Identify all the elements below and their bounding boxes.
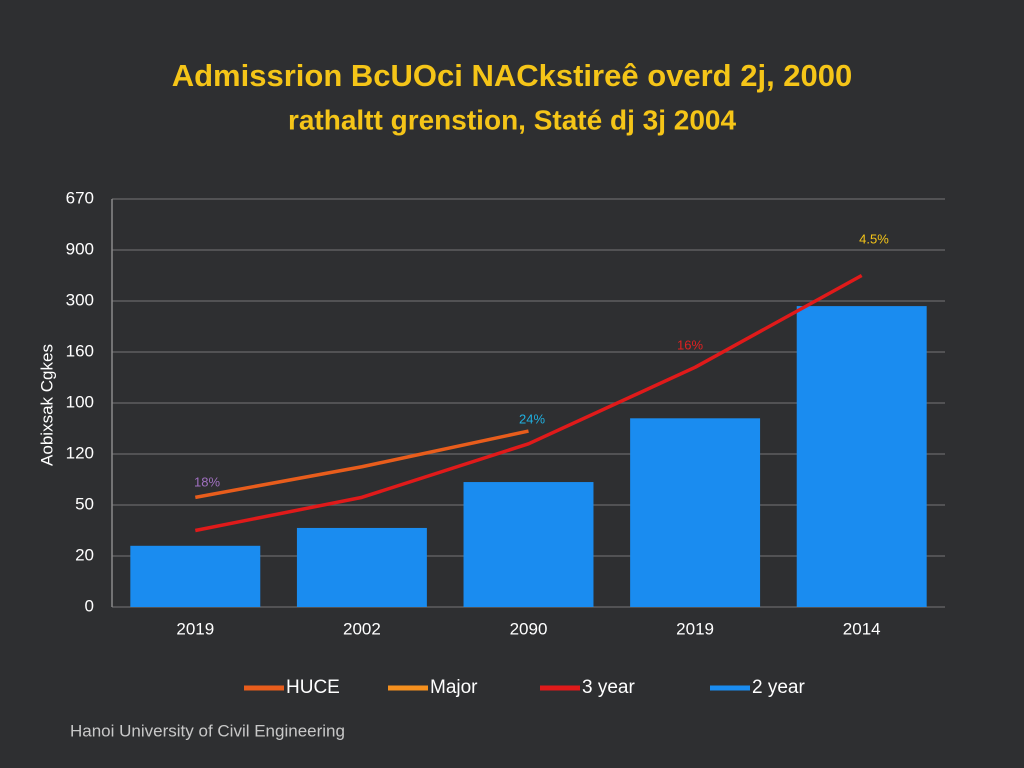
bar [630,418,761,607]
y-axis-label: Aobixsak Cgkes [37,344,56,466]
bar [796,306,927,607]
y-tick-label: 50 [75,494,94,513]
y-tick-label: 900 [66,239,94,258]
chart-title: Admissrion BcUOci NACkstireê overd 2j, 2… [172,58,853,93]
legend-label: Major [430,677,478,698]
bar [463,482,594,607]
x-tick-label: 2090 [510,619,548,638]
line [194,429,529,500]
chart-subtitle: rathaltt grenstion, Staté dj 3j 2004 [288,104,737,135]
annotation: 24% [519,411,545,426]
legend-label: 3 year [582,677,635,698]
y-tick-label: 100 [66,392,94,411]
annotation: 16% [677,337,703,352]
y-tick-label: 120 [66,443,94,462]
x-tick-label: 2002 [343,619,381,638]
y-tick-label: 300 [66,290,94,309]
footer: Hanoi University of Civil Engineering [70,721,345,740]
y-tick-label: 0 [85,596,94,615]
x-tick-label: 2014 [843,619,881,638]
legend-label: 2 year [752,677,805,698]
x-tick-label: 2019 [676,619,714,638]
bar [296,527,427,607]
y-tick-label: 160 [66,341,94,360]
y-tick-label: 670 [66,188,94,207]
line [194,273,863,533]
y-tick-label: 20 [75,545,94,564]
bar [130,545,261,607]
annotation: 4.5% [859,231,889,246]
annotation: 18% [194,474,220,489]
x-tick-label: 2019 [176,619,214,638]
legend-label: HUCE [286,677,340,698]
